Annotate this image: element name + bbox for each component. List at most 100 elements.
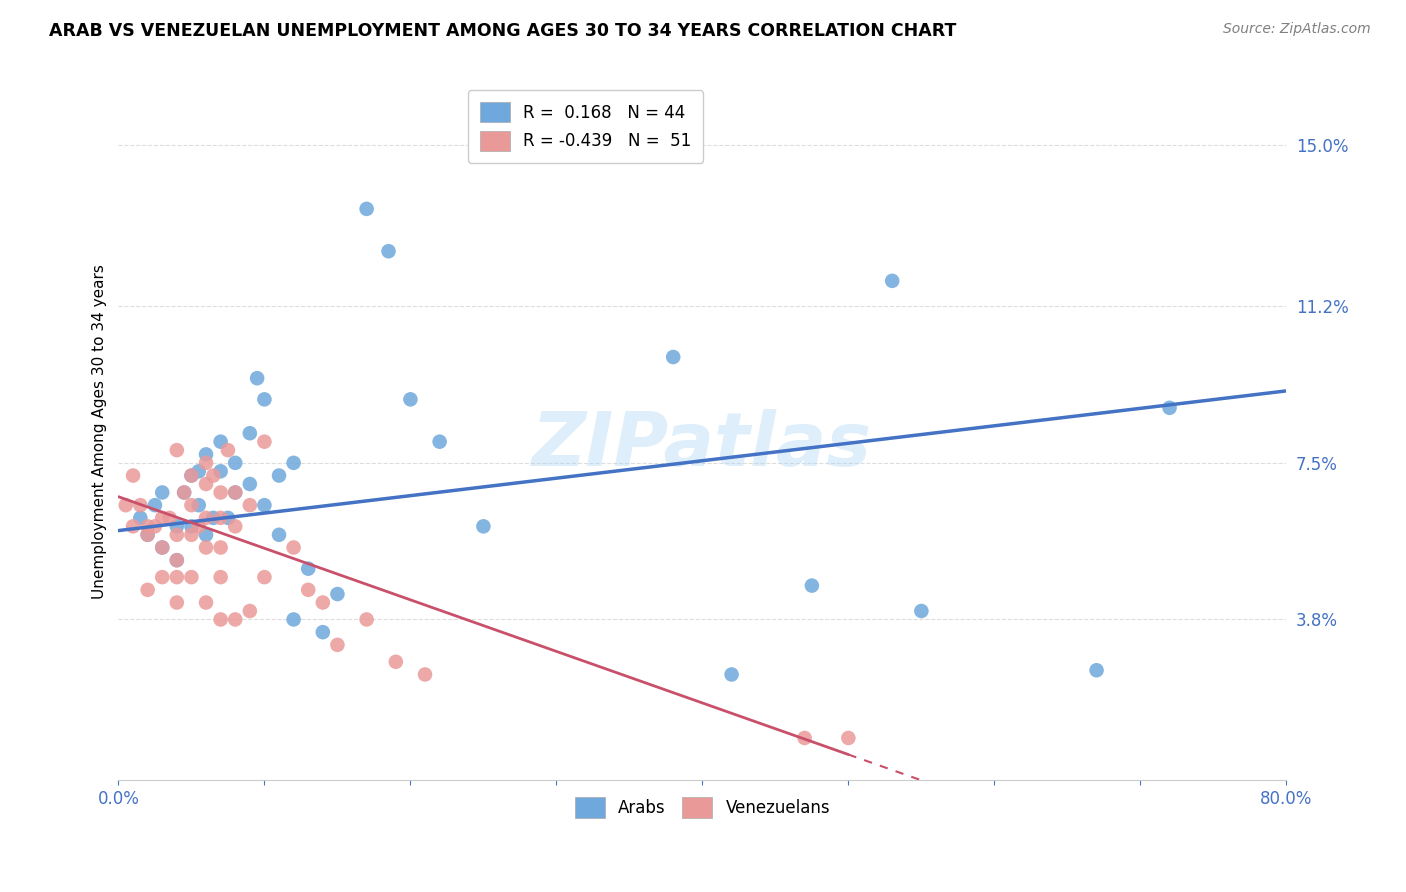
Point [209, 541, 232, 555]
Point [150, 570, 173, 584]
Point [136, 519, 159, 533]
Point [195, 595, 218, 609]
Point [297, 562, 319, 576]
Point [173, 485, 195, 500]
Point [267, 528, 290, 542]
Point [209, 434, 232, 449]
Point [187, 498, 209, 512]
Point [224, 456, 246, 470]
Point [180, 519, 202, 533]
Point [129, 511, 152, 525]
Point [195, 447, 218, 461]
Point [136, 582, 159, 597]
Point [283, 612, 305, 626]
Point [253, 434, 276, 449]
Point [217, 443, 239, 458]
Point [202, 468, 225, 483]
Point [187, 519, 209, 533]
Point [326, 638, 349, 652]
Point [143, 519, 166, 533]
Point [217, 511, 239, 525]
Point [239, 477, 262, 491]
Point [122, 468, 145, 483]
Point [326, 587, 349, 601]
Point [209, 485, 232, 500]
Point [173, 485, 195, 500]
Point [209, 612, 232, 626]
Point [472, 519, 495, 533]
Legend: Arabs, Venezuelans: Arabs, Venezuelans [568, 790, 837, 824]
Point [150, 541, 173, 555]
Point [195, 511, 218, 525]
Point [793, 731, 815, 745]
Point [253, 570, 276, 584]
Point [246, 371, 269, 385]
Point [253, 498, 276, 512]
Y-axis label: Unemployment Among Ages 30 to 34 years: Unemployment Among Ages 30 to 34 years [93, 264, 107, 599]
Point [209, 511, 232, 525]
Point [800, 578, 823, 592]
Point [312, 625, 335, 640]
Point [129, 498, 152, 512]
Point [662, 350, 685, 364]
Point [910, 604, 932, 618]
Point [356, 612, 378, 626]
Point [224, 485, 246, 500]
Point [385, 655, 408, 669]
Point [239, 604, 262, 618]
Point [180, 468, 202, 483]
Point [267, 468, 290, 483]
Point [377, 244, 399, 259]
Point [166, 519, 188, 533]
Point [202, 511, 225, 525]
Point [150, 511, 173, 525]
Point [187, 464, 209, 478]
Point [283, 456, 305, 470]
Text: ZIPatlas: ZIPatlas [533, 409, 872, 482]
Point [159, 511, 181, 525]
Point [195, 477, 218, 491]
Point [209, 570, 232, 584]
Point [114, 498, 136, 512]
Point [356, 202, 378, 216]
Point [1085, 663, 1108, 677]
Point [180, 498, 202, 512]
Point [166, 570, 188, 584]
Point [224, 612, 246, 626]
Point [136, 528, 159, 542]
Point [195, 456, 218, 470]
Point [1159, 401, 1181, 415]
Point [283, 541, 305, 555]
Point [239, 426, 262, 441]
Point [122, 519, 145, 533]
Point [180, 570, 202, 584]
Text: ARAB VS VENEZUELAN UNEMPLOYMENT AMONG AGES 30 TO 34 YEARS CORRELATION CHART: ARAB VS VENEZUELAN UNEMPLOYMENT AMONG AG… [49, 22, 956, 40]
Point [166, 553, 188, 567]
Point [166, 443, 188, 458]
Point [413, 667, 436, 681]
Point [150, 485, 173, 500]
Point [195, 541, 218, 555]
Point [224, 485, 246, 500]
Point [150, 541, 173, 555]
Point [239, 498, 262, 512]
Point [429, 434, 451, 449]
Point [166, 528, 188, 542]
Point [180, 468, 202, 483]
Point [837, 731, 859, 745]
Point [312, 595, 335, 609]
Point [143, 498, 166, 512]
Point [253, 392, 276, 407]
Text: Source: ZipAtlas.com: Source: ZipAtlas.com [1223, 22, 1371, 37]
Point [297, 582, 319, 597]
Point [136, 528, 159, 542]
Point [720, 667, 742, 681]
Point [166, 595, 188, 609]
Point [166, 553, 188, 567]
Point [180, 528, 202, 542]
Point [209, 464, 232, 478]
Point [224, 519, 246, 533]
Point [399, 392, 422, 407]
Point [195, 528, 218, 542]
Point [882, 274, 904, 288]
